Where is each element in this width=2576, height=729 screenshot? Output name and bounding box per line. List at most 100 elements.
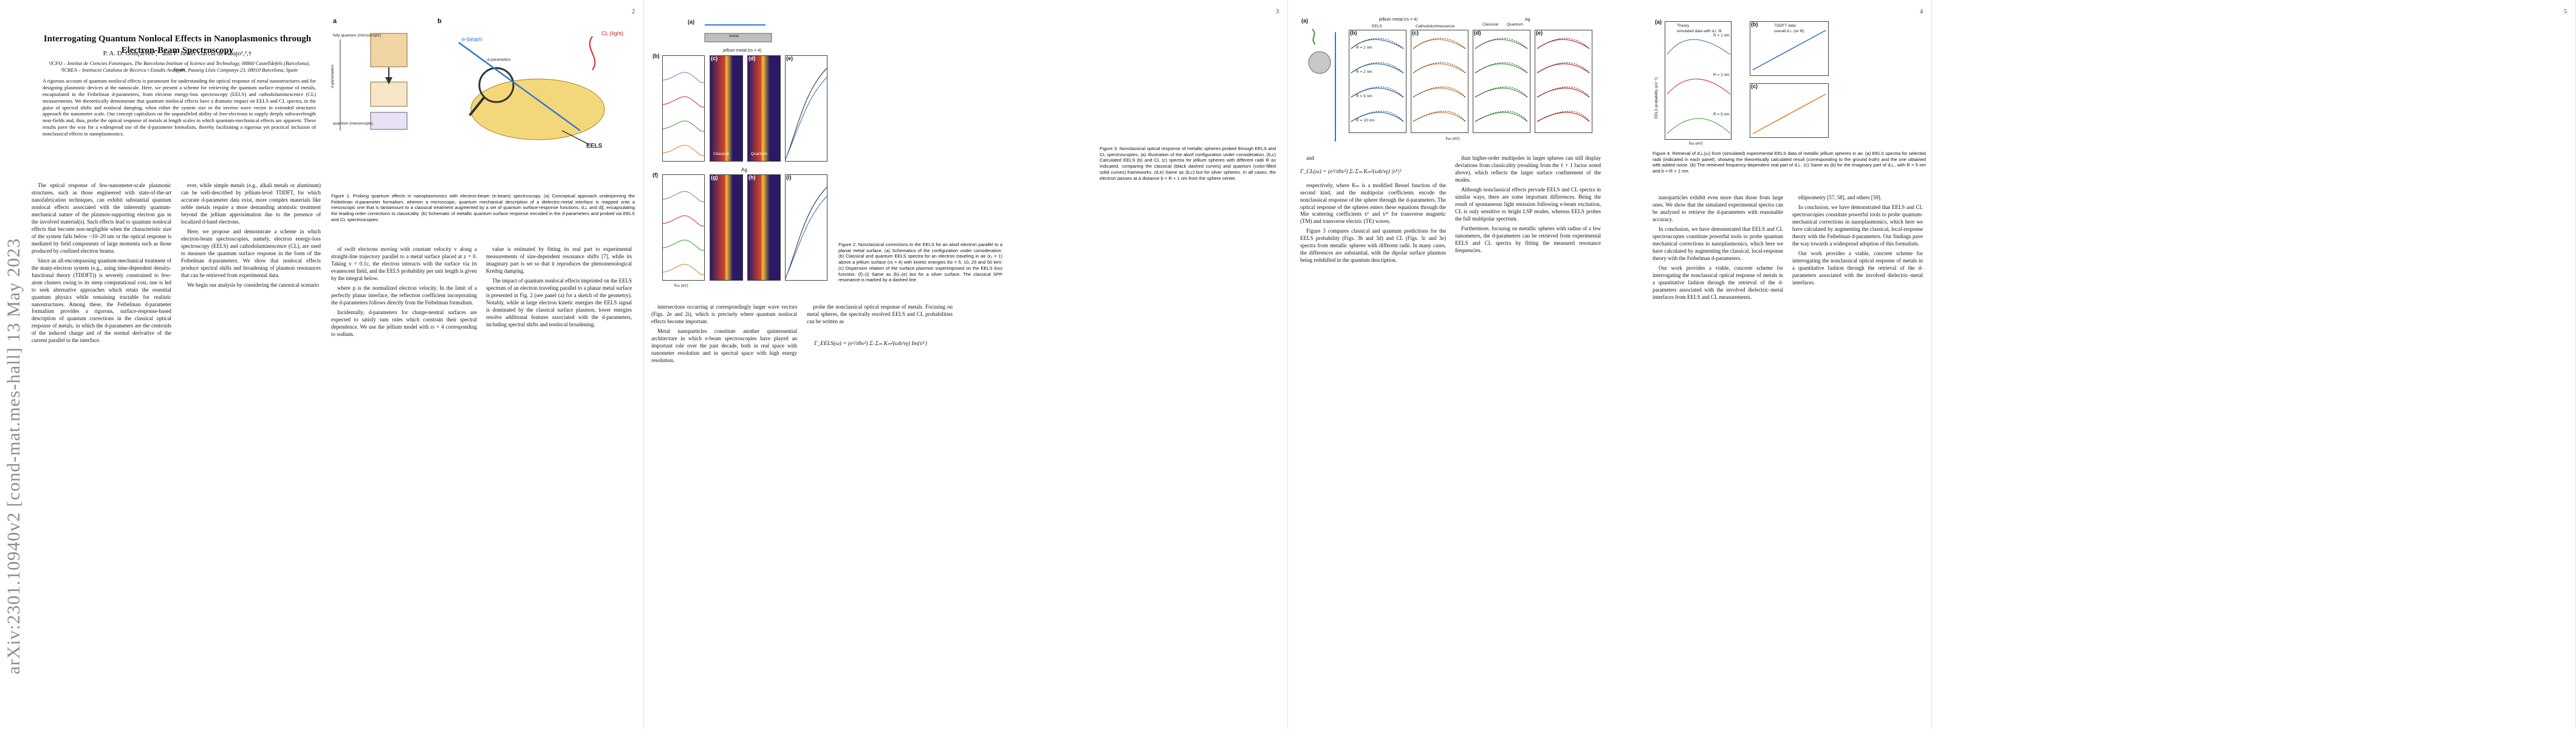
- figure-2: (a) metal jellium metal (rs = 4) (b) (c)…: [650, 15, 832, 298]
- paragraph: The optical response of few-nanometer-sc…: [32, 182, 171, 254]
- fig1-panel-b-label: b: [437, 18, 442, 25]
- fig4-legend: TDDFT data: [1774, 24, 1796, 28]
- paragraph: and: [1306, 155, 1314, 161]
- fig3-cl-label: Cathodoluminescence: [1416, 24, 1455, 29]
- fig3-panel-c: [1411, 30, 1468, 133]
- fig2-panel-g-label: (g): [711, 174, 718, 180]
- fig1-panel-b-diagram: [458, 36, 605, 145]
- paragraph: Our work provides a viable, concrete sch…: [1792, 250, 1923, 286]
- affiliation-2: ²ICREA – Institució Catalana de Recerca …: [61, 67, 298, 73]
- paragraph: Since an all-encompassing quantum-mechan…: [32, 257, 171, 344]
- fig4-radius-label: R = 1 nm: [1713, 33, 1730, 38]
- figure-4-caption: Figure 4. Retrieval of d⊥(ω) from (simul…: [1653, 151, 1926, 174]
- fig3-panel-e: [1535, 30, 1592, 133]
- figure-2-caption: Figure 2. Nonclassical corrections to th…: [838, 242, 1002, 283]
- paragraph: Metal nanoparticles constitute another q…: [651, 327, 797, 363]
- fig3-classical-legend: Classical: [1482, 22, 1499, 27]
- equation-2: Γ_EELS(ω) = (e²/πħv²) Σₗ Σₘ Kₘ²(ωb/vγ) I…: [814, 341, 928, 347]
- fig4-panel-c: [1750, 83, 1829, 138]
- fig4-panel-a-label: (a): [1655, 19, 1662, 25]
- page2-column-right-bottom: probe the nonclassical optical response …: [807, 304, 953, 364]
- paragraph: Incidentally, d-parameters for charge-ne…: [331, 309, 477, 337]
- fig2-panel-i-label: (i): [786, 174, 792, 180]
- fig2-panel-g: [710, 174, 743, 281]
- fig2-panel-c-label: (c): [711, 55, 718, 61]
- fig4-panel-a: [1665, 21, 1732, 140]
- fig3-eels-label: EELS: [1372, 24, 1382, 29]
- fig1-dparam-diag-label: d-parameters: [487, 58, 511, 62]
- fig4-legend: overall d⊥ (w/ fit): [1774, 29, 1804, 33]
- fig2-panel-b-label: (b): [653, 53, 660, 59]
- equation-3: Γ_CL(ω) = (e²/πħv²) Σₗ Σₘ Kₘ²(ωb/vγ) |tₗ…: [1300, 168, 1402, 175]
- figure-3: (a) jellium metal (rs = 4) Ag (b) EELS (…: [1300, 15, 1598, 146]
- fig2-panel-f-curves: [662, 191, 705, 275]
- fig2-panel-i: [785, 174, 827, 281]
- fig4-panel-b-label: (b): [1751, 21, 1758, 27]
- page1-col-fig-right-2: value is estimated by fitting its real p…: [486, 246, 632, 720]
- figure-1-caption: Figure 1. Probing quantum effects in nan…: [331, 193, 635, 222]
- fig4-legend: simulated data with d⊥ fit: [1677, 29, 1722, 33]
- paragraph: where p is the normalized electron veloc…: [331, 284, 477, 306]
- fig4-ylabel: EELS probability (eV⁻¹): [1654, 77, 1659, 118]
- page-4: 5: [1932, 0, 2576, 729]
- paragraph: Figure 3 compares classical and quantum …: [1300, 228, 1446, 264]
- fig2-classical-label: Classical: [713, 152, 730, 156]
- fig2-panel-d-label: (d): [748, 55, 756, 61]
- fig3-xlabel: ħω (eV): [1446, 137, 1460, 141]
- paragraph: nanoparticles exhibit even more than tho…: [1653, 194, 1783, 222]
- fig1-panel-a-diagram: [340, 33, 408, 131]
- fig4-legend: Theory: [1677, 24, 1690, 28]
- fig3-panel-b-label: (b): [1350, 30, 1357, 36]
- page-number: 4: [1920, 9, 1923, 15]
- figure-1: a b fully quantum (microscopic) d-parame…: [328, 15, 638, 191]
- fig3-radius-label: R = 5 nm: [1356, 94, 1372, 98]
- figure-4: (a) (b) (c) Theory simulated data with d…: [1653, 15, 1926, 149]
- fig3-ag-label: Ag: [1525, 18, 1530, 22]
- fig3-jellium-label: jellium metal (rs = 4): [1379, 18, 1418, 22]
- fig3-quantum-legend: Quantum: [1507, 22, 1523, 27]
- fig3-panel-d-label: (d): [1474, 30, 1481, 36]
- paragraph: probe the nonclassical optical response …: [807, 304, 953, 324]
- fig3-radius-label: R = 2 nm: [1356, 70, 1372, 74]
- fig1-eels-label: EELS: [586, 143, 603, 149]
- fig2-panel-b-curves: [662, 72, 705, 156]
- figure-3-caption: Figure 3. Nonclassical optical response …: [1100, 146, 1276, 181]
- page1-column-right: ever, while simple metals (e.g., alkali …: [181, 182, 321, 717]
- fig2-panel-e-curves: [785, 67, 827, 160]
- page2-column-left-bottom: intersections occurring at corresponding…: [651, 304, 797, 717]
- fig2-panel-f-label: (f): [653, 172, 658, 178]
- fig3-panel-e-label: (e): [1536, 30, 1543, 36]
- fig2-quantum-label: Quantum: [751, 152, 767, 156]
- fig3-panel-a-diagram: [1308, 29, 1336, 142]
- page1-col-fig-right: of swift electrons moving with constant …: [331, 246, 477, 720]
- paragraph: Our work provides a viable, concrete sch…: [1653, 264, 1783, 300]
- paragraph: ever, while simple metals (e.g., alkali …: [181, 182, 321, 225]
- fig2-panel-b: [662, 55, 705, 162]
- fig3-panel-a-label: (a): [1301, 18, 1308, 24]
- page4-column-right: ellipsometry [57, 58], and others [59]. …: [1792, 194, 1923, 717]
- fig2-xlabel: ħω (eV): [674, 284, 688, 288]
- fig2-panel-i-curves: [785, 187, 827, 279]
- fig2-panel-h: [747, 174, 781, 281]
- affiliation-1: ¹ICFO – Institut de Ciencies Fotoniques,…: [49, 60, 310, 73]
- page3-column-right: than higher-order multipoles in larger s…: [1455, 155, 1601, 714]
- paragraph: The impact of quantum nonlocal effects i…: [486, 277, 632, 327]
- fig2-panel-e: [785, 55, 827, 162]
- fig1-d-parameters-label: d-parameters: [331, 64, 335, 88]
- fig1-cl-label: CL (light): [601, 30, 624, 36]
- page-1: arXiv:2301.10940v2 [cond-mat.mes-hall] 1…: [0, 0, 644, 729]
- fig2-jellium-label: jellium metal (rs = 4): [723, 49, 762, 53]
- paragraph: Here, we propose and demonstrate a schem…: [181, 228, 321, 278]
- fig4-panel-c-label: (c): [1751, 83, 1758, 89]
- page1-column-left: The optical response of few-nanometer-sc…: [32, 182, 171, 717]
- paragraph: intersections occurring at corresponding…: [651, 304, 797, 324]
- paragraph: Furthermore, focusing on metallic sphere…: [1455, 225, 1601, 253]
- fig4-xlabel: ħω (eV): [1689, 142, 1703, 146]
- abstract: A rigorous account of quantum nonlocal e…: [43, 78, 316, 137]
- paragraph: than higher-order multipoles in larger s…: [1455, 155, 1601, 183]
- fig3-panel-c-label: (c): [1412, 30, 1419, 36]
- fig2-ag-label: Ag: [741, 167, 747, 173]
- page3-column-left: and Γ_CL(ω) = (e²/πħv²) Σₗ Σₘ Kₘ²(ωb/vγ)…: [1300, 155, 1446, 714]
- paper-title: Interrogating Quantum Nonlocal Effects i…: [43, 34, 312, 55]
- fig4-radius-label: R = 2 nm: [1713, 73, 1730, 77]
